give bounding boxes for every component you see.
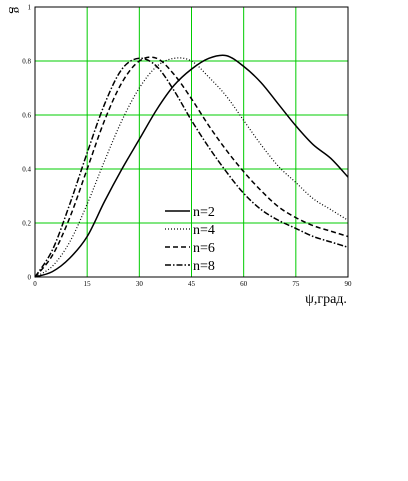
x-tick-label: 75	[292, 280, 300, 288]
legend-label: n=6	[193, 241, 215, 256]
legend-label: n=8	[193, 259, 215, 274]
legend: n=2 n=4 n=6 n=8	[165, 205, 215, 274]
y-tick-label: 0.2	[22, 220, 31, 228]
x-tick-label: 30	[136, 280, 144, 288]
plot-frame	[34, 6, 349, 278]
x-tick-label: 60	[240, 280, 248, 288]
y-tick-label: 1	[28, 4, 32, 12]
x-tick-label: 45	[188, 280, 196, 288]
y-tick-label: 0.8	[22, 58, 31, 66]
series-line-n-2	[34, 54, 349, 278]
series-line-n-8	[34, 57, 349, 278]
plot-border	[34, 6, 349, 278]
y-tick-label: 0.4	[22, 166, 31, 174]
grid	[34, 6, 349, 278]
series-layer	[34, 54, 349, 278]
x-tick-label: 15	[84, 280, 92, 288]
x-axis-label: ψ,град.	[305, 292, 347, 307]
legend-label: n=2	[193, 205, 215, 220]
x-tick-label: 0	[33, 280, 37, 288]
legend-label: n=4	[193, 223, 215, 238]
y-axis-label: g	[8, 7, 23, 14]
tick-labels: 0 15 30 45 60 75 90 0 0.2 0.4 0.6 0.8 1	[22, 4, 352, 289]
series-line-n-6	[34, 56, 349, 278]
y-tick-label: 0	[28, 274, 32, 282]
x-tick-label: 90	[345, 280, 353, 288]
y-tick-label: 0.6	[22, 112, 31, 120]
